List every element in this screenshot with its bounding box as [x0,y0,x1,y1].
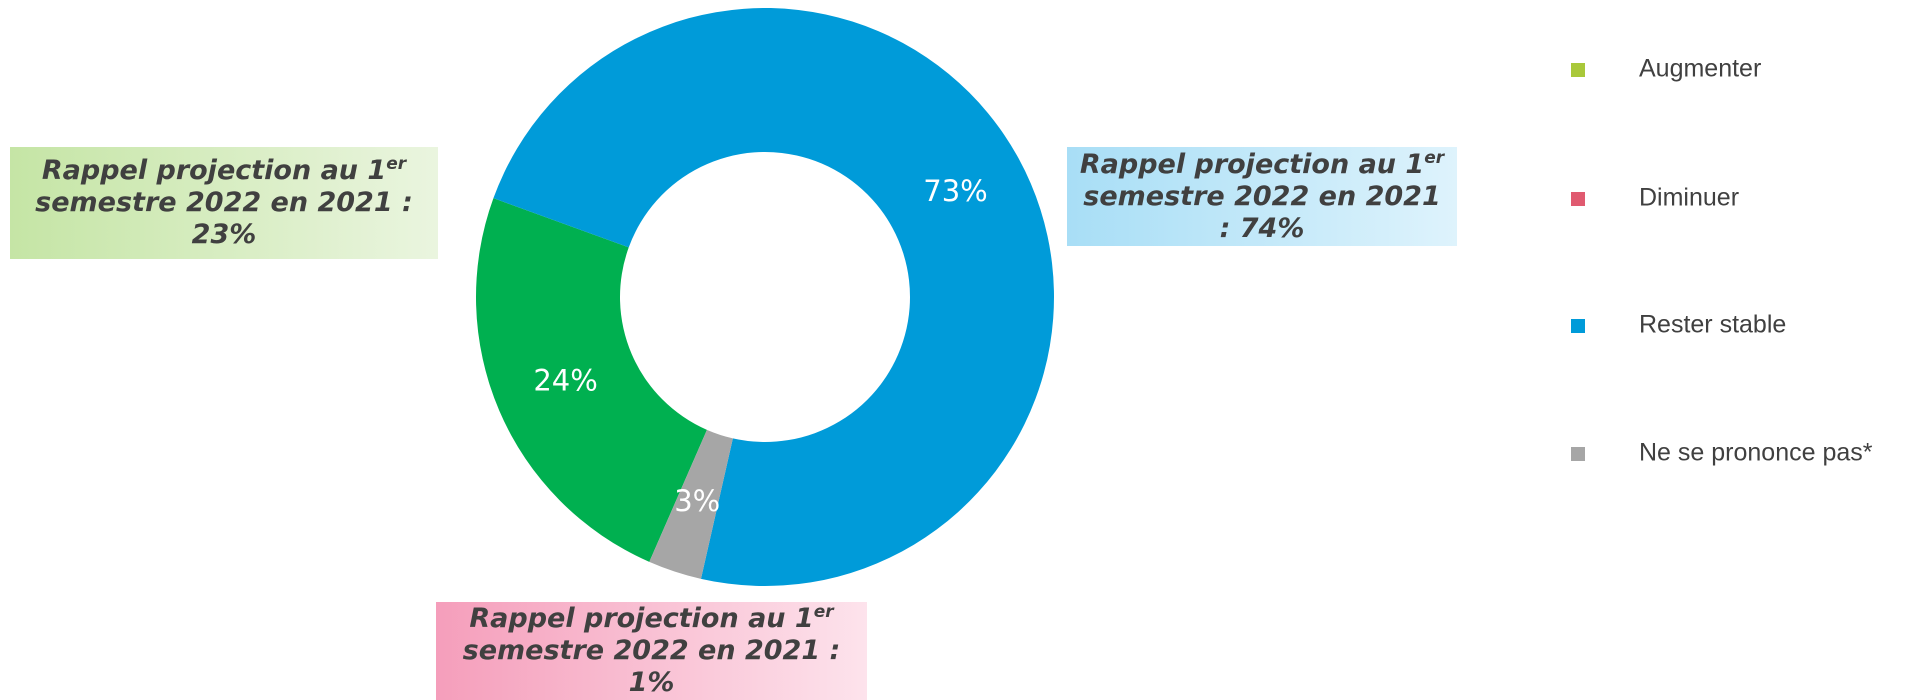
donut-slice [475,198,707,562]
annotation-part: semestre 2022 en 2021 : 74% [1083,180,1441,244]
legend-label: Rester stable [1639,311,1786,339]
donut-slice [493,8,1054,586]
annotation-text: Rappel projection au 1er semestre 2022 e… [448,603,855,699]
value-label: 73% [923,174,987,208]
annotation: Rappel projection au 1er semestre 2022 e… [1067,147,1457,246]
superscript: er [386,154,407,174]
legend-label: Diminuer [1639,184,1739,212]
annotation: Rappel projection au 1er semestre 2022 e… [436,602,867,700]
annotation-text: Rappel projection au 1er semestre 2022 e… [1079,149,1445,245]
legend-marker [1571,319,1585,333]
annotation-part: semestre 2022 en 2021 : 23% [35,187,413,250]
legend-marker [1571,447,1585,461]
legend-label: Ne se prononce pas* [1639,439,1873,467]
value-label: 24% [533,363,597,397]
superscript: er [813,602,834,622]
legend-label: Augmenter [1639,55,1761,83]
legend-marker [1571,192,1585,206]
superscript: er [1424,147,1445,168]
value-label: 3% [674,484,720,518]
annotation-text: Rappel projection au 1er semestre 2022 e… [22,155,426,251]
donut-slice [649,429,733,579]
legend-marker [1571,63,1585,77]
annotation-part: Rappel projection au 1 [41,155,387,186]
annotation-part: Rappel projection au 1 [469,603,814,634]
annotation-part: semestre 2022 en 2021 : 1% [462,635,841,698]
annotation: Rappel projection au 1er semestre 2022 e… [10,147,438,259]
annotation-part: Rappel projection au 1 [1079,148,1425,180]
